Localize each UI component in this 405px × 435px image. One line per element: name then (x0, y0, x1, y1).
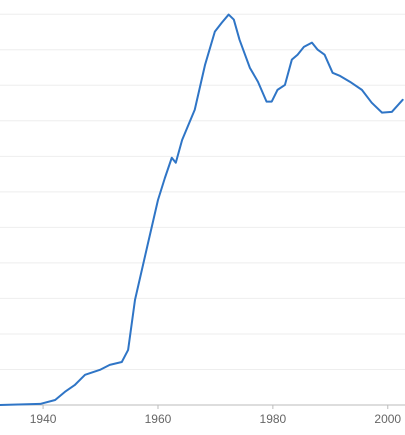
x-tick-label: 1980 (260, 412, 287, 426)
x-tick-label: 1940 (30, 412, 57, 426)
x-tick-label: 2000 (374, 412, 401, 426)
line (0, 13, 404, 406)
x-tick-label: 1960 (145, 412, 172, 426)
